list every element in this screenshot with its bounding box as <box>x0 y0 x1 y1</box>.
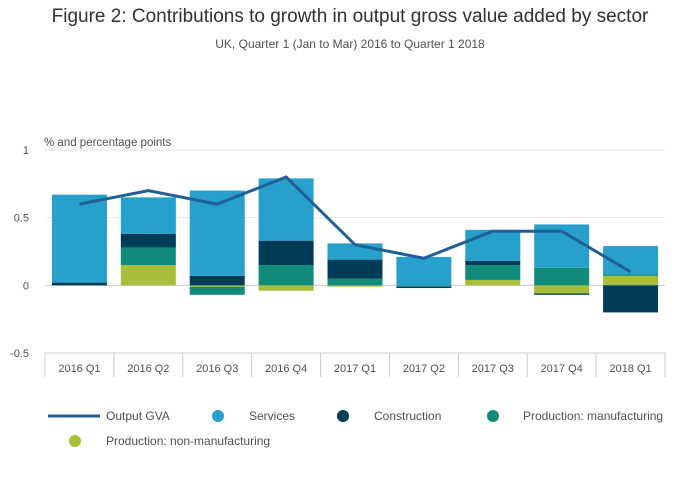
legend-item: Production: manufacturing <box>487 409 663 423</box>
legend-item: Production: non-manufacturing <box>69 434 270 448</box>
bar-segment <box>120 247 176 266</box>
bar-segment <box>120 233 176 248</box>
bar-segment <box>51 194 107 283</box>
bar-segment <box>603 285 659 313</box>
y-tick-label: 0 <box>23 280 29 292</box>
bar-segment <box>120 265 176 286</box>
bar-segment <box>258 285 314 291</box>
x-tick-label: 2017 Q2 <box>403 363 445 375</box>
bar-segment <box>327 278 383 286</box>
x-tick-label: 2016 Q3 <box>196 363 238 375</box>
series-line-output-gva <box>79 175 632 274</box>
y-tick-label: 0.5 <box>14 213 29 225</box>
x-tick-label: 2016 Q4 <box>265 363 307 375</box>
legend: Output GVA Services Construction Production… <box>48 409 663 448</box>
legend-label: Construction <box>374 409 441 423</box>
bar-segment <box>120 197 176 234</box>
legend-label: Services <box>249 409 295 423</box>
bar-segment <box>603 275 659 286</box>
legend-swatch <box>487 410 499 422</box>
bar-segment <box>258 240 314 266</box>
bar-segment <box>189 275 245 286</box>
legend-swatch <box>337 410 349 422</box>
legend-label: Output GVA <box>106 409 170 423</box>
bar-segment <box>396 256 452 286</box>
bar-segment <box>465 260 521 266</box>
bar-segment <box>465 265 521 280</box>
x-tick-label: 2016 Q1 <box>58 363 100 375</box>
bar-segment <box>396 285 452 287</box>
bar-segment <box>534 285 590 294</box>
bar-segment <box>258 265 314 286</box>
legend-label: Production: non-manufacturing <box>106 434 270 448</box>
bar-segment <box>465 279 521 286</box>
bar-segment <box>51 282 107 286</box>
axis-layer: 1 0.5 0 -0.5 2016 Q1 2016 Q2 2016 Q3 2016 Q4 201… <box>10 145 666 377</box>
bar-segment <box>189 285 245 287</box>
legend-item: Services <box>212 409 295 423</box>
line-layer <box>79 175 632 274</box>
bars-layer <box>51 178 659 313</box>
y-tick-label: -0.5 <box>10 348 29 360</box>
bar-segment <box>534 293 590 295</box>
bar-segment <box>534 267 590 286</box>
legend-item: Construction <box>337 409 441 423</box>
x-tick-label: 2017 Q1 <box>334 363 376 375</box>
legend-label: Production: manufacturing <box>523 409 663 423</box>
bar-segment <box>396 286 452 289</box>
x-tick-label: 2016 Q2 <box>127 363 169 375</box>
chart-subtitle: UK, Quarter 1 (Jan to Mar) 2016 to Quart… <box>215 37 485 51</box>
legend-item: Output GVA <box>48 409 170 423</box>
y-tick-label: 1 <box>23 145 29 157</box>
bar-segment <box>258 178 314 241</box>
legend-swatch <box>212 410 224 422</box>
y-axis-label: % and percentage points <box>44 137 171 149</box>
bar-segment <box>465 229 521 261</box>
bar-segment <box>327 285 383 287</box>
legend-swatch <box>69 435 81 447</box>
bar-segment <box>327 259 383 279</box>
x-tick-label: 2017 Q4 <box>541 363 583 375</box>
x-tick-label: 2018 Q1 <box>609 363 651 375</box>
bar-segment <box>189 286 245 295</box>
chart-title: Figure 2: Contributions to growth in out… <box>51 6 649 27</box>
x-tick-label: 2017 Q3 <box>472 363 514 375</box>
bar-segment <box>603 274 659 276</box>
